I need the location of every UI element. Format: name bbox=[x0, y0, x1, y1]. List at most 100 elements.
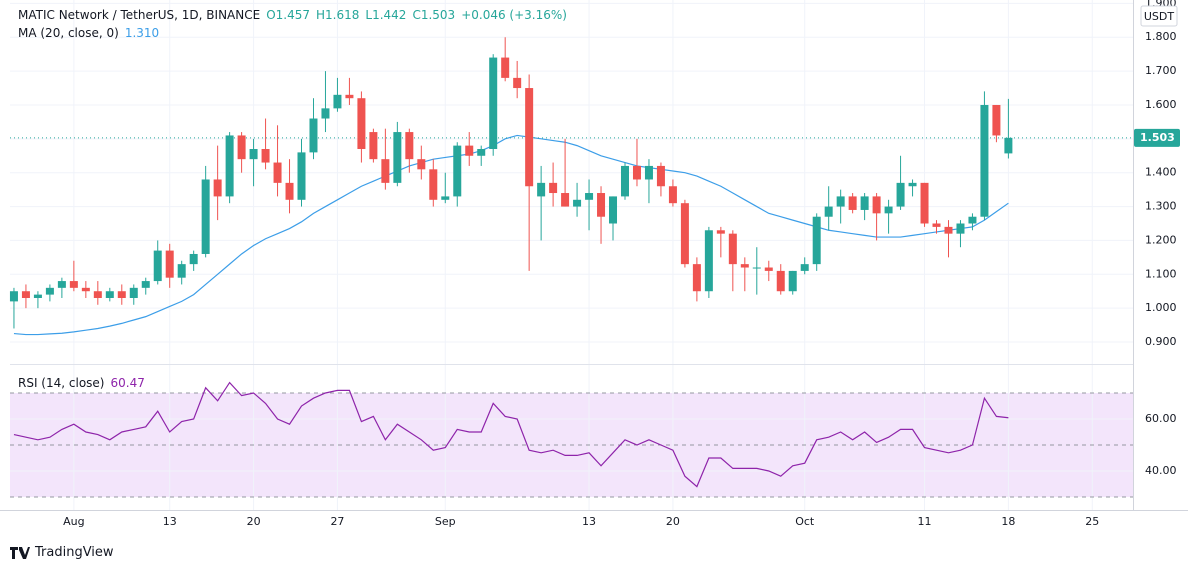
candle-body bbox=[165, 250, 174, 278]
rsi-name: RSI (14, close) bbox=[18, 376, 105, 390]
candle-body bbox=[441, 196, 450, 200]
last-price-box bbox=[1134, 128, 1180, 147]
candle-body bbox=[153, 250, 162, 282]
candle-body bbox=[69, 281, 78, 288]
candle-body bbox=[728, 233, 737, 265]
candle-body bbox=[668, 186, 677, 204]
candle-body bbox=[93, 291, 102, 298]
y-tick-label: 1.000 bbox=[1145, 301, 1177, 314]
candle-body bbox=[980, 104, 989, 217]
candle-body bbox=[1004, 137, 1013, 154]
x-tick-label: Oct bbox=[795, 515, 815, 528]
candle-body bbox=[489, 57, 498, 149]
rsi-tick-label: 40.00 bbox=[1145, 464, 1177, 477]
candle-body bbox=[381, 159, 390, 183]
ma-legend: MA (20, close, 0) 1.310 bbox=[18, 26, 159, 40]
candle-body bbox=[501, 57, 510, 78]
candle-body bbox=[417, 159, 426, 170]
brand-name: TradingView bbox=[35, 545, 114, 560]
candle-body bbox=[824, 206, 833, 217]
last-price-label: 1.503 bbox=[1140, 131, 1175, 144]
x-tick-label: 18 bbox=[1001, 515, 1015, 528]
candle-body bbox=[309, 118, 318, 153]
candle-body bbox=[884, 206, 893, 214]
candle-body bbox=[597, 193, 606, 217]
candle-body bbox=[369, 132, 378, 160]
candle-body bbox=[225, 135, 234, 197]
candle-body bbox=[9, 291, 18, 302]
candle-body bbox=[357, 98, 366, 149]
candle-body bbox=[776, 270, 785, 292]
currency-label: USDT bbox=[1144, 10, 1175, 23]
candle-body bbox=[585, 193, 594, 200]
candle-body bbox=[644, 165, 653, 180]
x-tick-label: 27 bbox=[330, 515, 344, 528]
rsi-legend: RSI (14, close) 60.47 bbox=[18, 376, 145, 390]
ma-line bbox=[13, 134, 1009, 336]
ohlc-close: C1.503 bbox=[412, 8, 456, 22]
candle-body bbox=[848, 196, 857, 210]
y-tick-label: 1.200 bbox=[1145, 233, 1177, 246]
candle-body bbox=[836, 196, 845, 207]
x-tick-label: 13 bbox=[163, 515, 177, 528]
candle-body bbox=[692, 264, 701, 292]
ohlc-low: L1.442 bbox=[365, 8, 407, 22]
candle-body bbox=[632, 165, 641, 180]
candle-body bbox=[105, 291, 114, 298]
candle-body bbox=[261, 148, 270, 163]
x-tick-label: 11 bbox=[918, 515, 932, 528]
ohlc-open: O1.457 bbox=[266, 8, 311, 22]
candle-body bbox=[740, 264, 749, 268]
rsi-line bbox=[13, 381, 1009, 488]
candle-body bbox=[860, 196, 869, 210]
candle-body bbox=[45, 287, 54, 295]
candle-body bbox=[920, 182, 929, 224]
candle-body bbox=[33, 294, 42, 298]
x-tick-label: 25 bbox=[1085, 515, 1099, 528]
candle-body bbox=[117, 291, 126, 298]
candle-body bbox=[213, 179, 222, 197]
candle-body bbox=[477, 148, 486, 156]
candle-body bbox=[561, 193, 570, 207]
ohlc-change: +0.046 (+3.16%) bbox=[461, 8, 567, 22]
y-tick-label: 1.700 bbox=[1145, 64, 1177, 77]
brand-logo[interactable]: TradingView bbox=[10, 545, 114, 560]
candle-body bbox=[800, 264, 809, 271]
candle-body bbox=[465, 145, 474, 156]
candle-body bbox=[537, 182, 546, 197]
candle-body bbox=[273, 162, 282, 183]
y-tick-label: 1.600 bbox=[1145, 98, 1177, 111]
y-tick-label: 1.300 bbox=[1145, 200, 1177, 213]
candle-body bbox=[788, 270, 797, 292]
x-tick-label: Sep bbox=[435, 515, 456, 528]
rsi-value: 60.47 bbox=[110, 376, 145, 390]
candle-body bbox=[944, 226, 953, 234]
candle-body bbox=[680, 203, 689, 265]
x-tick-label: 20 bbox=[247, 515, 261, 528]
candle-body bbox=[716, 230, 725, 234]
currency-box bbox=[1140, 5, 1178, 27]
candle-body bbox=[297, 152, 306, 200]
ma-value: 1.310 bbox=[124, 26, 160, 40]
candle-body bbox=[201, 179, 210, 254]
ma-name: MA (20, close, 0) bbox=[18, 26, 119, 40]
y-tick-label: 1.900 bbox=[1145, 0, 1177, 9]
candle-body bbox=[249, 148, 258, 160]
x-tick-label: 13 bbox=[582, 515, 596, 528]
y-tick-label: 1.800 bbox=[1145, 30, 1177, 43]
candle-body bbox=[21, 291, 30, 298]
candle-body bbox=[393, 132, 402, 183]
candle-body bbox=[429, 169, 438, 200]
x-tick-label: Aug bbox=[63, 515, 84, 528]
candle-body bbox=[285, 182, 294, 200]
candle-body bbox=[189, 253, 198, 265]
symbol-header: MATIC Network / TetherUS, 1D, BINANCE O1… bbox=[18, 8, 567, 22]
candle-body bbox=[333, 94, 342, 109]
y-tick-label: 1.100 bbox=[1145, 267, 1177, 280]
candle-body bbox=[764, 267, 773, 271]
candle-body bbox=[57, 281, 66, 288]
rsi-tick-label: 60.00 bbox=[1145, 412, 1177, 425]
candle-body bbox=[752, 267, 761, 269]
